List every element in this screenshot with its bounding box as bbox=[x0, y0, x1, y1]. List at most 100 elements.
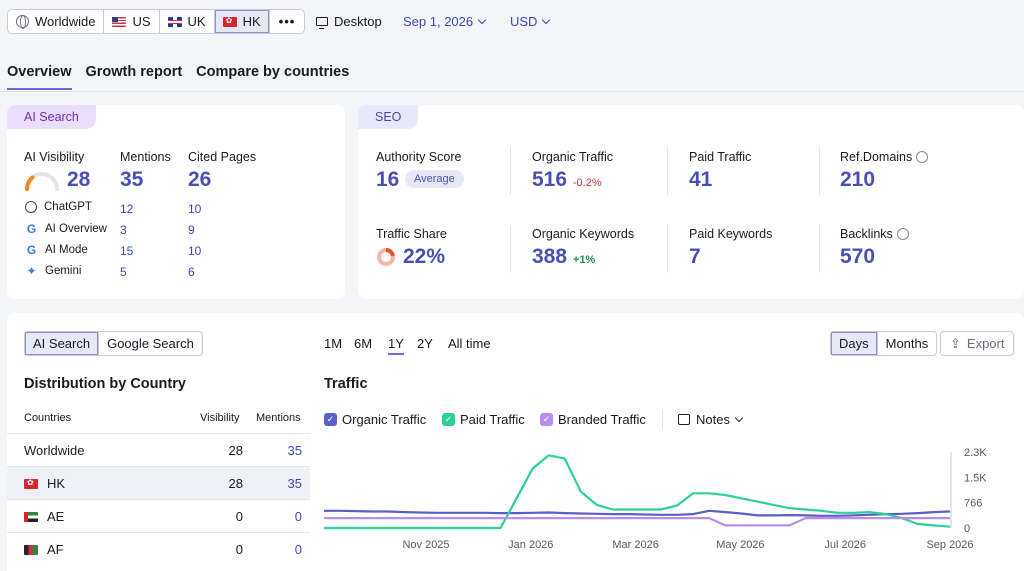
google-icon: G bbox=[26, 222, 37, 236]
table-row[interactable]: AE 0 0 bbox=[7, 499, 310, 532]
region-selector: Worldwide US UK HK ••• bbox=[7, 9, 306, 34]
notes-icon bbox=[678, 414, 690, 425]
region-hk[interactable]: HK bbox=[214, 10, 270, 33]
ai-row-mentions[interactable]: 12 bbox=[120, 202, 134, 216]
y-tick-label: 766 bbox=[964, 498, 982, 510]
legend-label: Branded Traffic bbox=[558, 412, 646, 427]
toggle-google-search[interactable]: Google Search bbox=[107, 336, 194, 351]
ref-domains-text: Ref.Domains bbox=[840, 150, 913, 164]
legend-organic[interactable]: ✓ Organic Traffic bbox=[324, 412, 426, 427]
region-worldwide[interactable]: Worldwide bbox=[8, 10, 105, 33]
organic-keywords-number: 388 bbox=[532, 245, 568, 268]
paid-keywords-value[interactable]: 7 bbox=[689, 245, 701, 268]
ai-row-mentions[interactable]: 15 bbox=[120, 244, 134, 258]
period-1m[interactable]: 1M bbox=[324, 336, 343, 351]
chevron-down-icon bbox=[477, 15, 487, 25]
country-cell: HK bbox=[24, 476, 65, 491]
region-us[interactable]: US bbox=[104, 10, 160, 33]
country-mentions[interactable]: 35 bbox=[287, 476, 302, 491]
toggle-months[interactable]: Months bbox=[885, 336, 929, 351]
tab-overview[interactable]: Overview bbox=[7, 64, 72, 90]
device-selector[interactable]: Desktop bbox=[316, 14, 382, 29]
organic-traffic-label: Organic Traffic bbox=[532, 150, 614, 164]
col-visibility: Visibility bbox=[200, 412, 240, 424]
currency-selector[interactable]: USD bbox=[510, 14, 551, 29]
chevron-down-icon bbox=[542, 15, 551, 25]
x-tick-label: Nov 2025 bbox=[402, 539, 449, 551]
country-mentions[interactable]: 0 bbox=[294, 542, 302, 557]
cited-pages-label: Cited Pages bbox=[188, 150, 257, 164]
country-visibility: 0 bbox=[235, 509, 243, 524]
period-all-time[interactable]: All time bbox=[448, 336, 491, 351]
traffic-share-donut-icon bbox=[377, 248, 395, 266]
ai-engine-name: Gemini bbox=[45, 265, 82, 277]
main-tabs: Overview Growth report Compare by countr… bbox=[7, 64, 349, 90]
toggle-days[interactable]: Days bbox=[831, 332, 878, 355]
device-label: Desktop bbox=[334, 14, 382, 29]
more-regions-button[interactable]: ••• bbox=[278, 14, 296, 29]
flag-uk-icon bbox=[167, 16, 182, 27]
currency-label: USD bbox=[510, 14, 538, 29]
period-1y[interactable]: 1Y bbox=[388, 336, 404, 355]
info-icon[interactable] bbox=[916, 151, 929, 163]
country-visibility: 28 bbox=[228, 443, 243, 458]
checkbox-checked-icon: ✓ bbox=[540, 413, 553, 426]
ai-row-cited[interactable]: 6 bbox=[188, 265, 195, 279]
chatgpt-icon bbox=[25, 201, 37, 213]
table-row[interactable]: HK 28 35 bbox=[7, 466, 310, 499]
seo-pill: SEO bbox=[358, 105, 419, 129]
backlinks-value[interactable]: 570 bbox=[840, 245, 876, 268]
divider bbox=[510, 147, 511, 195]
ai-row-cited[interactable]: 9 bbox=[188, 223, 195, 237]
series-line-branded-traffic bbox=[324, 516, 950, 527]
table-row[interactable]: AF 0 0 bbox=[7, 532, 310, 565]
export-button[interactable]: ⇪ Export bbox=[940, 331, 1015, 356]
period-6m[interactable]: 6M bbox=[354, 336, 373, 351]
traffic-share-label: Traffic Share bbox=[376, 227, 447, 241]
y-tick-label: 0 bbox=[964, 523, 970, 535]
visibility-gauge-icon bbox=[25, 172, 59, 191]
ai-engine-name: AI Mode bbox=[45, 244, 88, 256]
backlinks-label: Backlinks bbox=[840, 227, 909, 241]
flag-af-icon bbox=[24, 544, 38, 555]
organic-keywords-value[interactable]: 388 +1% bbox=[532, 245, 595, 269]
legend-label: Organic Traffic bbox=[342, 412, 427, 427]
toggle-ai-search[interactable]: AI Search bbox=[25, 332, 100, 355]
notes-label: Notes bbox=[696, 412, 730, 427]
notes-dropdown[interactable]: Notes bbox=[678, 412, 744, 427]
ai-row-cited[interactable]: 10 bbox=[188, 244, 202, 258]
ai-row-cited[interactable]: 10 bbox=[188, 202, 202, 216]
traffic-share-value: 22% bbox=[403, 245, 446, 268]
region-label: HK bbox=[242, 14, 261, 29]
divider bbox=[662, 409, 663, 429]
organic-traffic-value[interactable]: 516 -0.2% bbox=[532, 168, 602, 192]
ai-row-mentions[interactable]: 5 bbox=[120, 265, 127, 279]
ai-row-mentions[interactable]: 3 bbox=[120, 223, 127, 237]
traffic-chart[interactable]: 2.3K 1.5K 766 0 Nov 2025 Jan 2026 Mar 2026 May … bbox=[324, 444, 1024, 571]
distribution-traffic-card bbox=[7, 313, 1024, 571]
paid-traffic-value[interactable]: 41 bbox=[689, 168, 713, 191]
tab-growth-report[interactable]: Growth report bbox=[85, 64, 183, 80]
region-uk[interactable]: UK bbox=[160, 10, 215, 33]
divider bbox=[510, 225, 511, 273]
gemini-icon: ✦ bbox=[26, 264, 37, 278]
table-row[interactable]: Worldwide 28 35 bbox=[7, 433, 310, 466]
export-label: Export bbox=[966, 336, 1005, 351]
ai-row-ai-overview: G AI Overview bbox=[25, 222, 107, 236]
period-2y[interactable]: 2Y bbox=[417, 336, 433, 351]
ref-domains-value[interactable]: 210 bbox=[840, 168, 876, 191]
tab-compare-by-countries[interactable]: Compare by countries bbox=[196, 64, 350, 80]
divider bbox=[819, 225, 820, 273]
traffic-title: Traffic bbox=[324, 376, 368, 392]
ai-search-card: AI Search AI Visibility 28 Mentions 35 C… bbox=[7, 105, 345, 299]
legend-paid[interactable]: ✓ Paid Traffic bbox=[442, 412, 525, 427]
seo-card: SEO Authority Score 16 Average Organic T… bbox=[358, 105, 1024, 299]
country-visibility: 0 bbox=[235, 542, 243, 557]
date-selector[interactable]: Sep 1, 2026 bbox=[403, 14, 487, 29]
country-mentions[interactable]: 0 bbox=[294, 509, 302, 524]
organic-traffic-change: -0.2% bbox=[572, 177, 602, 189]
country-mentions[interactable]: 35 bbox=[287, 443, 302, 458]
info-icon[interactable] bbox=[896, 228, 909, 240]
divider bbox=[667, 147, 668, 195]
legend-branded[interactable]: ✓ Branded Traffic bbox=[540, 412, 646, 427]
